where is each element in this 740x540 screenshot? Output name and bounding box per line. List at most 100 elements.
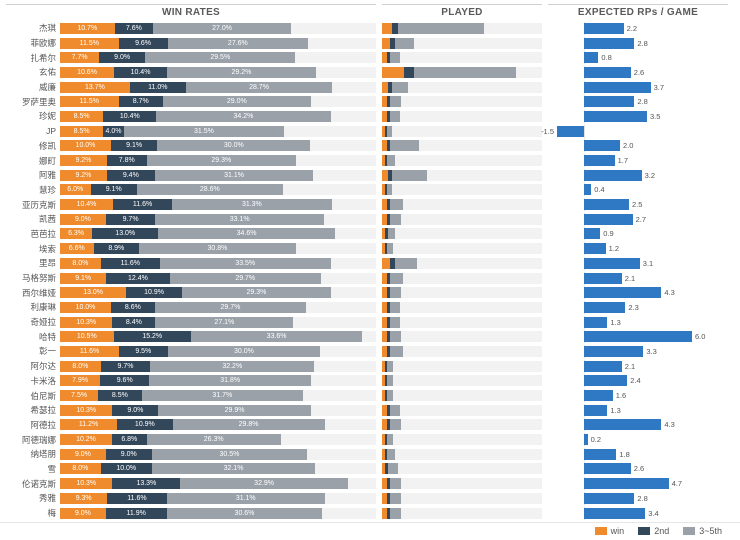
rps-bar: [584, 228, 600, 239]
winrates-track: 10.0%8.6%29.7%: [60, 302, 376, 313]
seg-win: 10.0%: [60, 302, 111, 313]
winrates-row: 利康琳10.0%8.6%29.7%: [6, 300, 376, 315]
played-row: [382, 432, 542, 447]
played-seg-rest: [390, 287, 401, 298]
rps-row: 0.8: [548, 50, 728, 65]
seg-rest: 33.5%: [160, 258, 331, 269]
row-name: 利康琳: [6, 301, 60, 313]
seg-win: 10.7%: [60, 23, 115, 34]
played-track: [382, 302, 542, 313]
seg-rest: 29.0%: [163, 96, 311, 107]
rps-axis: -1.5: [548, 126, 728, 137]
rps-bar: [584, 52, 598, 63]
row-name: 凯茜: [6, 213, 60, 225]
legend: win 2nd 3~5th: [0, 522, 740, 540]
played-track: [382, 184, 542, 195]
seg-win: 6.3%: [60, 228, 92, 239]
rps-axis: 4.3: [548, 419, 728, 430]
row-name: 珍妮: [6, 110, 60, 122]
played-track: [382, 346, 542, 357]
rps-axis: 2.8: [548, 96, 728, 107]
played-seg-rest: [388, 463, 398, 474]
played-track: [382, 38, 542, 49]
played-track: [382, 126, 542, 137]
winrates-track: 7.5%8.5%31.7%: [60, 390, 376, 401]
played-seg-rest: [387, 243, 393, 254]
rps-axis: 2.1: [548, 273, 728, 284]
played-seg-rest: [390, 52, 400, 63]
rps-bar: [584, 508, 645, 519]
rps-row: 2.1: [548, 271, 728, 286]
rps-value-label: 2.8: [637, 494, 647, 503]
seg-second: 9.1%: [91, 184, 137, 195]
seg-win: 7.7%: [60, 52, 99, 63]
rps-axis: 3.3: [548, 346, 728, 357]
played-track: [382, 493, 542, 504]
chart-container: WIN RATES 杰琪10.7%7.6%27.0%菲欧娜11.5%9.6%27…: [0, 0, 740, 530]
winrates-track: 9.1%12.4%29.7%: [60, 273, 376, 284]
seg-second: 7.6%: [115, 23, 154, 34]
winrates-track: 8.5%10.4%34.2%: [60, 111, 376, 122]
seg-rest: 30.5%: [152, 449, 307, 460]
seg-rest: 31.1%: [155, 170, 314, 181]
winrates-track: 6.0%9.1%28.6%: [60, 184, 376, 195]
winrates-track: 10.3%13.3%32.9%: [60, 478, 376, 489]
winrates-row: JP8.5%4.0%31.5%: [6, 124, 376, 139]
winrates-row: 彰一11.6%9.5%30.0%: [6, 344, 376, 359]
played-row: [382, 506, 542, 521]
played-track: [382, 111, 542, 122]
rps-row: 1.3: [548, 403, 728, 418]
winrates-track: 10.7%7.6%27.0%: [60, 23, 376, 34]
seg-rest: 33.1%: [155, 214, 324, 225]
rps-axis: 1.8: [548, 449, 728, 460]
seg-rest: 32.1%: [152, 463, 316, 474]
played-row: [382, 94, 542, 109]
played-seg-rest: [388, 228, 394, 239]
rps-axis: 3.4: [548, 508, 728, 519]
rps-axis: 0.2: [548, 434, 728, 445]
rps-value-label: 1.3: [610, 318, 620, 327]
seg-rest: 30.0%: [168, 346, 321, 357]
rps-bar: [584, 419, 661, 430]
winrates-track: 11.6%9.5%30.0%: [60, 346, 376, 357]
rps-axis: 1.6: [548, 390, 728, 401]
seg-second: 10.4%: [103, 111, 156, 122]
played-track: [382, 508, 542, 519]
rps-axis: 2.3: [548, 302, 728, 313]
played-seg-rest: [390, 273, 403, 284]
seg-win: 10.3%: [60, 317, 112, 328]
played-seg-rest: [414, 67, 516, 78]
played-seg-rest: [390, 331, 401, 342]
winrates-track: 6.6%8.9%30.8%: [60, 243, 376, 254]
rps-value-label: 4.7: [672, 479, 682, 488]
rps-bar: [584, 478, 669, 489]
played-seg-rest: [398, 23, 484, 34]
winrates-row: 芭芭拉6.3%13.0%34.6%: [6, 227, 376, 242]
row-name: 伯尼斯: [6, 390, 60, 402]
row-name: 雪: [6, 463, 60, 475]
played-seg-rest: [390, 302, 400, 313]
played-row: [382, 462, 542, 477]
rps-bar: [584, 67, 631, 78]
winrates-track: 10.6%10.4%29.2%: [60, 67, 376, 78]
winrates-track: 11.5%8.7%29.0%: [60, 96, 376, 107]
winrates-row: 里昂8.0%11.6%33.5%: [6, 256, 376, 271]
played-seg-rest: [387, 155, 395, 166]
seg-win: 13.7%: [60, 82, 130, 93]
played-row: [382, 403, 542, 418]
winrates-row: 亚历克斯10.4%11.6%31.3%: [6, 197, 376, 212]
played-row: [382, 315, 542, 330]
row-name: 彰一: [6, 345, 60, 357]
seg-second: 15.2%: [114, 331, 191, 342]
played-rows: [382, 21, 542, 520]
winrates-row: 修凯10.0%9.1%30.0%: [6, 139, 376, 154]
rps-value-label: 4.3: [664, 288, 674, 297]
seg-second: 6.8%: [112, 434, 147, 445]
rps-value-label: 0.8: [601, 53, 611, 62]
rps-row: 2.4: [548, 374, 728, 389]
seg-second: 10.0%: [101, 463, 152, 474]
seg-win: 11.5%: [60, 96, 119, 107]
rps-bar: [584, 38, 634, 49]
played-track: [382, 96, 542, 107]
seg-second: 9.0%: [112, 405, 158, 416]
